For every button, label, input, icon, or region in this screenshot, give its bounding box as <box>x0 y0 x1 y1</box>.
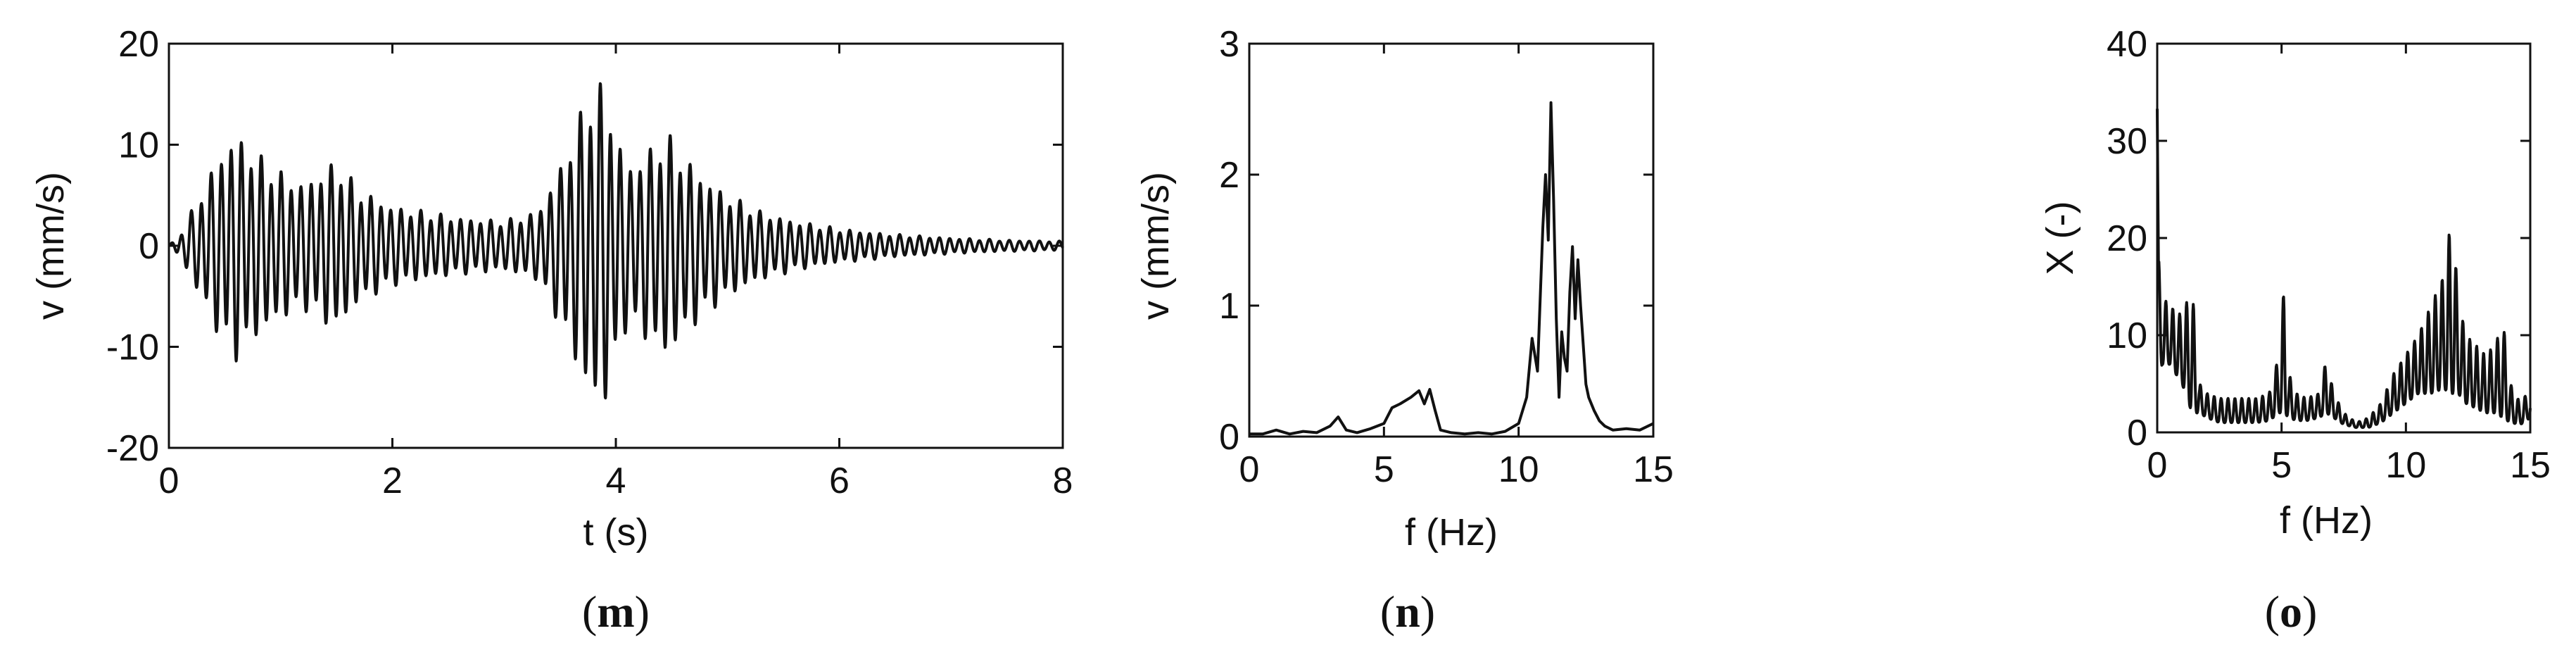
chart-o-y-tick-label: 40 <box>2107 24 2147 65</box>
chart-o-y-axis-label: X (-) <box>2039 201 2081 275</box>
chart-n-ticks <box>1248 42 1655 438</box>
chart-n-y-axis-label: v (mm/s) <box>1135 172 1177 320</box>
chart-m-y-tick-label: -20 <box>106 428 159 469</box>
chart-n-x-tick-label: 10 <box>1498 449 1539 490</box>
chart-o-y-tick-label: 10 <box>2107 315 2147 356</box>
chart-o: 0 5 10 15 0 10 20 30 40 f (Hz) X (-) <box>2039 24 2551 542</box>
chart-o-y-tick-labels: 0 10 20 30 40 <box>2107 24 2147 453</box>
chart-m-x-tick-label: 4 <box>606 461 626 501</box>
chart-o-x-tick-label: 10 <box>2385 445 2426 486</box>
chart-m-y-tick-label: 20 <box>118 24 159 65</box>
chart-m-y-tick-label: 0 <box>139 226 159 267</box>
chart-m-y-axis-label: v (mm/s) <box>30 172 72 320</box>
chart-m-y-tick-label: -10 <box>106 327 159 368</box>
chart-o-ratio-line <box>2156 108 2532 430</box>
chart-n-y-tick-label: 2 <box>1219 155 1239 196</box>
chart-n-x-tick-labels: 0 5 10 15 <box>1239 449 1674 490</box>
chart-o-x-tick-label: 15 <box>2510 445 2551 486</box>
chart-m-x-tick-label: 8 <box>1053 461 1073 501</box>
chart-n-panel-letter: n <box>1395 587 1420 637</box>
chart-m-velocity-trace <box>168 82 1064 400</box>
chart-n-y-tick-label: 1 <box>1219 286 1239 327</box>
chart-o-y-tick-label: 20 <box>2107 218 2147 259</box>
chart-n-y-tick-label: 0 <box>1219 417 1239 458</box>
chart-n-frame <box>1248 42 1655 438</box>
chart-n: 0 5 10 15 0 1 2 3 f (Hz) v (mm/s) <box>1135 24 1674 553</box>
chart-m-y-tick-label: 10 <box>118 125 159 166</box>
chart-o-x-tick-label: 0 <box>2147 445 2168 486</box>
chart-n-spectrum-line <box>1249 101 1654 436</box>
chart-n-panel-label: (n) <box>1380 587 1435 637</box>
chart-n-x-axis-label: f (Hz) <box>1405 511 1498 553</box>
chart-n-y-tick-labels: 0 1 2 3 <box>1219 24 1239 458</box>
chart-n-x-tick-label: 15 <box>1633 449 1674 490</box>
chart-m-panel-letter: m <box>597 587 634 637</box>
chart-o-x-tick-labels: 0 5 10 15 <box>2147 445 2551 486</box>
chart-o-panel-label: (o) <box>2265 587 2318 637</box>
chart-n-y-tick-label: 3 <box>1219 24 1239 65</box>
chart-m-x-tick-labels: 0 2 4 6 8 <box>159 461 1073 501</box>
chart-m-x-tick-label: 0 <box>159 461 179 501</box>
chart-o-y-tick-label: 30 <box>2107 121 2147 162</box>
chart-o-x-axis-label: f (Hz) <box>2280 499 2373 542</box>
chart-n-x-tick-label: 0 <box>1239 449 1260 490</box>
chart-m-x-tick-label: 6 <box>829 461 850 501</box>
chart-o-y-tick-label: 0 <box>2127 413 2147 453</box>
chart-m: 0 2 4 6 8 -20 -10 0 10 20 t (s) v (mm/s) <box>30 24 1073 553</box>
chart-o-x-tick-label: 5 <box>2271 445 2292 486</box>
chart-m-panel-label: (m) <box>582 587 650 637</box>
chart-o-panel-letter: o <box>2280 587 2302 637</box>
chart-n-x-tick-label: 5 <box>1374 449 1394 490</box>
chart-m-y-tick-labels: -20 -10 0 10 20 <box>106 24 159 469</box>
chart-m-x-tick-label: 2 <box>382 461 403 501</box>
chart-m-x-axis-label: t (s) <box>583 511 649 553</box>
